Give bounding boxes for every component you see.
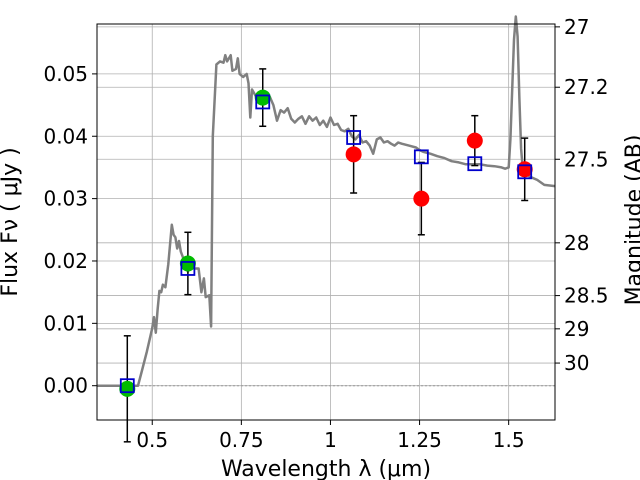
photometry-point — [254, 89, 271, 106]
plot-frame — [96, 23, 556, 421]
y-axis-ticks: 0.00 0.01 0.02 0.03 0.04 0.05 — [43, 62, 97, 398]
model-flux-point — [413, 149, 429, 165]
plot-background — [97, 24, 555, 420]
right-tick-label: 28 — [564, 231, 589, 255]
photometry-point — [119, 380, 136, 397]
model-flux-point — [346, 130, 362, 145]
right-tick-label: 30 — [564, 351, 589, 375]
y-tick-label: 0.05 — [43, 62, 88, 86]
x-tick-label: 1.25 — [397, 428, 442, 452]
x-tick-label: 0.5 — [136, 428, 168, 452]
model-flux-point — [119, 378, 135, 394]
model-flux-point — [517, 164, 533, 180]
right-tick-label: 27 — [564, 15, 589, 39]
right-tick-label: 27.2 — [564, 75, 609, 99]
right-axis-ticks: 27 27.2 27.5 28 28.5 29 30 — [555, 15, 609, 375]
photometry-point — [516, 161, 533, 178]
right-axis-label: Magnitude (AB) — [622, 135, 640, 306]
y-tick-label: 0.01 — [43, 311, 88, 335]
right-tick-label: 27.5 — [564, 147, 609, 171]
y-tick-label: 0.04 — [43, 124, 88, 148]
photometry-point — [345, 146, 362, 163]
y-tick-label: 0.03 — [43, 187, 88, 211]
data-points — [119, 89, 533, 397]
model-flux-point — [255, 94, 271, 110]
x-tick-label: 0.75 — [219, 428, 264, 452]
right-tick-label: 28.5 — [564, 284, 609, 308]
y-tick-label: 0.00 — [43, 374, 88, 398]
photometry-point — [413, 190, 430, 207]
photometry-point — [179, 255, 196, 272]
x-tick-label: 1 — [324, 428, 337, 452]
model-flux-point — [180, 261, 196, 276]
x-axis-label: Wavelength λ (μm) — [221, 457, 431, 480]
x-axis-ticks: 0.5 0.75 1 1.25 1.5 — [136, 420, 525, 452]
y-tick-label: 0.02 — [43, 249, 88, 273]
right-tick-label: 29 — [564, 317, 589, 341]
photometry-point — [466, 132, 483, 149]
x-tick-label: 1.5 — [493, 428, 525, 452]
model-flux-point — [467, 156, 483, 172]
y-axis-label: Flux Fν ( μJy ) — [0, 147, 23, 296]
